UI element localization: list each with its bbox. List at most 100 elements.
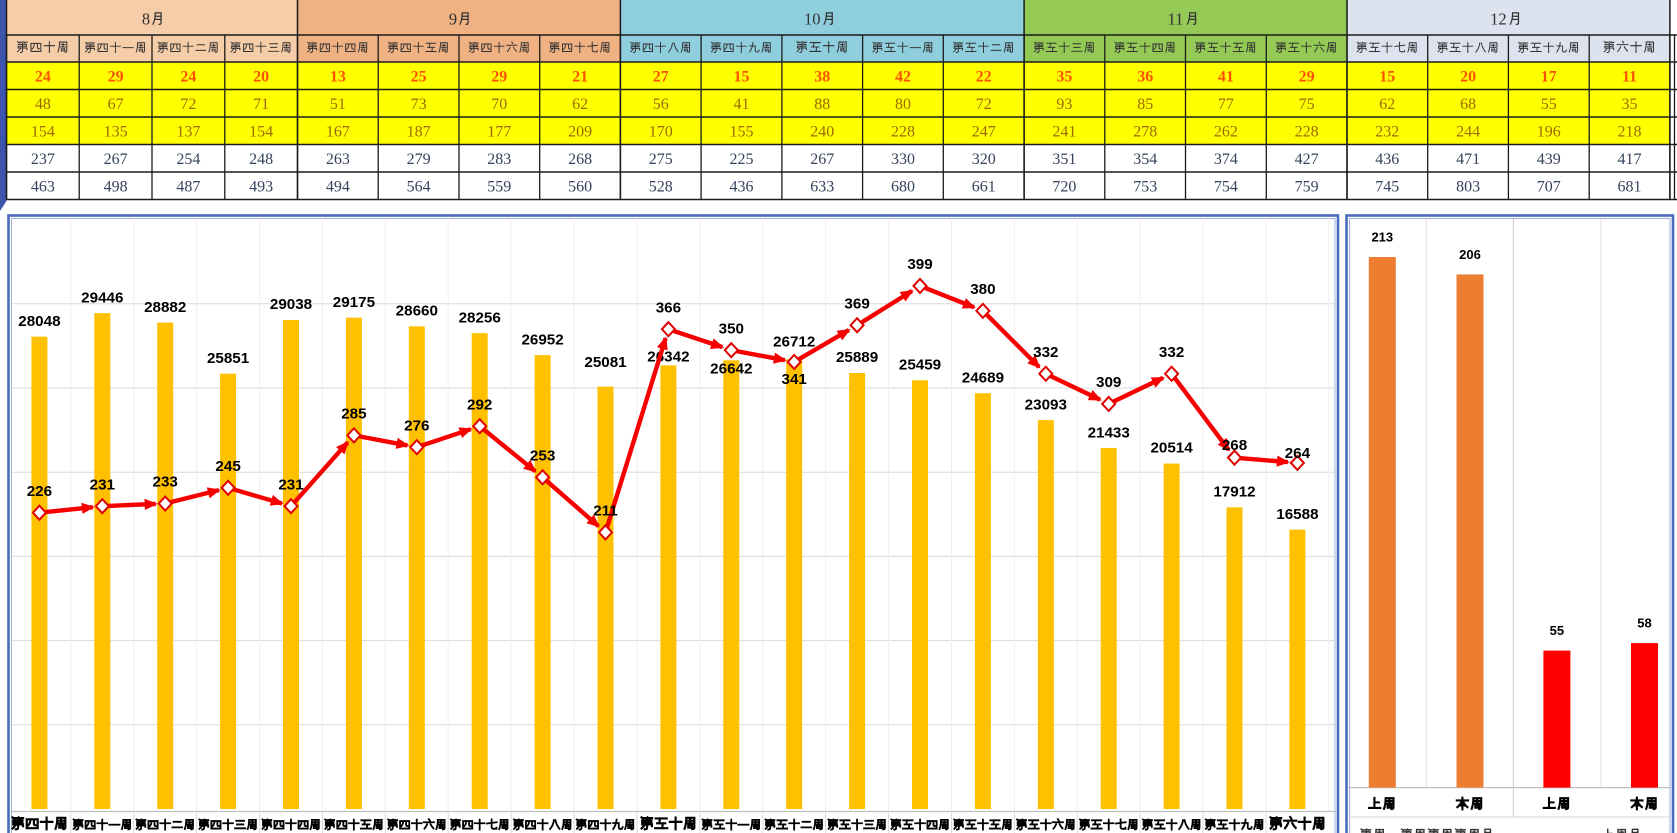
svg-text:75: 75 (1299, 96, 1315, 113)
svg-text:487: 487 (176, 179, 200, 196)
svg-text:27: 27 (653, 69, 669, 86)
svg-text:681: 681 (1618, 179, 1642, 196)
svg-text:20: 20 (253, 69, 269, 86)
svg-text:237: 237 (31, 151, 55, 168)
svg-text:24: 24 (35, 69, 51, 86)
svg-text:26712: 26712 (773, 333, 815, 350)
svg-text:253: 253 (530, 448, 555, 465)
svg-text:28256: 28256 (459, 309, 501, 326)
svg-text:264: 264 (1285, 445, 1311, 462)
svg-text:350: 350 (719, 320, 744, 337)
svg-text:262: 262 (1214, 124, 1238, 141)
svg-text:155: 155 (730, 124, 754, 141)
svg-text:240: 240 (810, 124, 834, 141)
svg-text:42: 42 (895, 69, 911, 86)
svg-text:213: 213 (1371, 230, 1393, 245)
svg-text:267: 267 (810, 151, 834, 168)
svg-text:135: 135 (104, 124, 128, 141)
svg-text:11: 11 (1168, 10, 1184, 29)
svg-text:29: 29 (1299, 69, 1315, 86)
svg-text:72: 72 (180, 96, 196, 113)
svg-text:232: 232 (1375, 124, 1399, 141)
svg-text:263: 263 (326, 151, 350, 168)
svg-text:41: 41 (734, 96, 750, 113)
svg-text:633: 633 (810, 179, 834, 196)
svg-text:320: 320 (972, 151, 996, 168)
svg-text:283: 283 (487, 151, 511, 168)
svg-text:720: 720 (1052, 179, 1076, 196)
svg-text:72: 72 (976, 96, 992, 113)
svg-text:36: 36 (1137, 69, 1153, 86)
svg-text:29175: 29175 (333, 294, 376, 311)
svg-text:62: 62 (1379, 96, 1395, 113)
svg-text:93: 93 (1056, 96, 1072, 113)
svg-text:494: 494 (326, 179, 350, 196)
svg-text:528: 528 (649, 179, 673, 196)
svg-text:8: 8 (142, 10, 150, 29)
svg-text:16588: 16588 (1276, 506, 1318, 523)
svg-text:248: 248 (249, 151, 273, 168)
svg-text:51: 51 (330, 96, 346, 113)
svg-text:369: 369 (844, 295, 869, 312)
svg-text:707: 707 (1537, 179, 1561, 196)
svg-text:28660: 28660 (396, 303, 438, 320)
svg-text:68: 68 (1460, 96, 1476, 113)
svg-text:67: 67 (108, 96, 124, 113)
svg-text:463: 463 (31, 179, 55, 196)
svg-text:680: 680 (891, 179, 915, 196)
svg-text:206: 206 (1459, 247, 1481, 262)
svg-text:351: 351 (1052, 151, 1076, 168)
svg-text:330: 330 (891, 151, 915, 168)
svg-text:25889: 25889 (836, 349, 878, 366)
svg-text:661: 661 (972, 179, 996, 196)
svg-text:231: 231 (90, 476, 116, 493)
svg-text:17912: 17912 (1213, 484, 1255, 501)
svg-text:244: 244 (1456, 124, 1480, 141)
svg-text:41: 41 (1218, 69, 1234, 86)
svg-text:285: 285 (341, 406, 367, 423)
svg-text:35: 35 (1056, 69, 1072, 86)
svg-text:38: 38 (814, 69, 830, 86)
svg-text:9: 9 (449, 10, 457, 29)
svg-text:26642: 26642 (710, 361, 752, 378)
svg-text:279: 279 (407, 151, 431, 168)
svg-text:25459: 25459 (899, 357, 941, 374)
svg-text:23093: 23093 (1025, 396, 1067, 413)
svg-text:71: 71 (253, 96, 269, 113)
svg-text:21: 21 (572, 69, 588, 86)
svg-text:15: 15 (1379, 69, 1395, 86)
svg-text:211: 211 (593, 503, 618, 520)
svg-text:187: 187 (407, 124, 431, 141)
svg-text:24689: 24689 (962, 369, 1004, 386)
svg-text:439: 439 (1537, 151, 1561, 168)
svg-text:70: 70 (491, 96, 507, 113)
svg-text:254: 254 (176, 151, 200, 168)
svg-text:62: 62 (572, 96, 588, 113)
svg-text:29038: 29038 (270, 296, 312, 313)
svg-text:24: 24 (180, 69, 196, 86)
svg-text:35: 35 (1622, 96, 1638, 113)
svg-text:58: 58 (1637, 616, 1651, 631)
svg-text:754: 754 (1214, 179, 1238, 196)
svg-text:196: 196 (1537, 124, 1561, 141)
svg-text:12: 12 (1490, 10, 1507, 29)
svg-text:88: 88 (814, 96, 830, 113)
svg-text:55: 55 (1541, 96, 1557, 113)
svg-text:225: 225 (730, 151, 754, 168)
svg-text:11: 11 (1622, 69, 1637, 86)
svg-text:332: 332 (1159, 344, 1184, 361)
svg-text:154: 154 (249, 124, 273, 141)
svg-text:20: 20 (1460, 69, 1476, 86)
svg-text:332: 332 (1033, 344, 1058, 361)
svg-text:278: 278 (1133, 124, 1157, 141)
svg-text:218: 218 (1618, 124, 1642, 141)
svg-text:275: 275 (649, 151, 673, 168)
svg-text:26952: 26952 (521, 331, 563, 348)
svg-text:803: 803 (1456, 179, 1480, 196)
svg-text:25081: 25081 (584, 354, 627, 371)
svg-text:276: 276 (404, 417, 429, 434)
svg-text:427: 427 (1295, 151, 1319, 168)
svg-text:170: 170 (649, 124, 673, 141)
svg-text:154: 154 (31, 124, 55, 141)
svg-text:25: 25 (411, 69, 427, 86)
